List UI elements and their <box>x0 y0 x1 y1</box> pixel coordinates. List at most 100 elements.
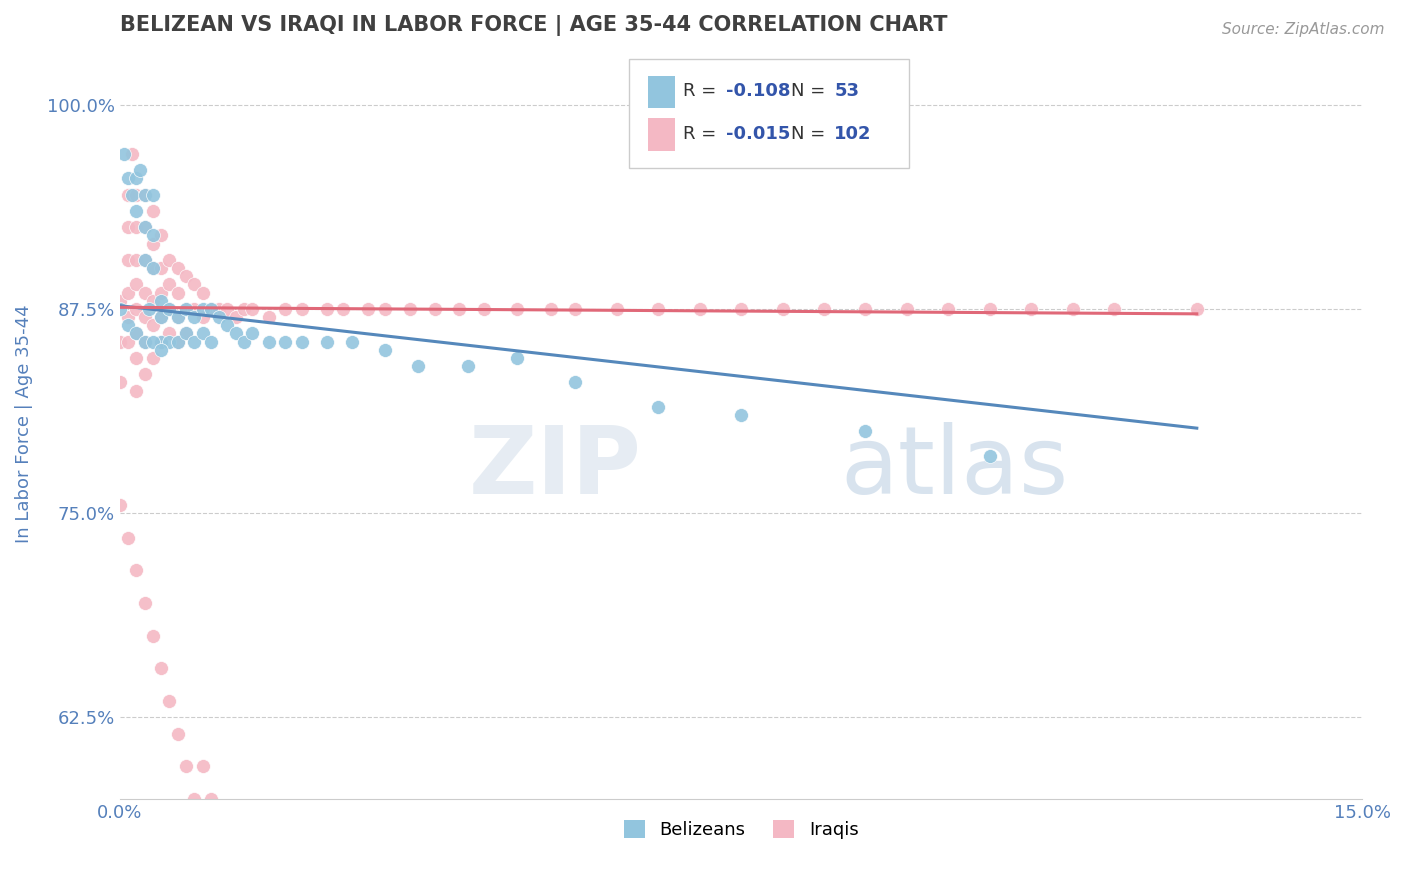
Text: -0.015: -0.015 <box>727 125 790 143</box>
FancyBboxPatch shape <box>630 59 908 168</box>
Point <box>647 400 669 414</box>
Point <box>315 301 337 316</box>
Point <box>159 301 181 316</box>
Point <box>159 334 181 349</box>
Point <box>606 301 628 316</box>
Point <box>125 171 148 186</box>
Point <box>406 359 429 373</box>
Point <box>142 204 165 219</box>
Point <box>134 220 156 235</box>
Point <box>233 301 256 316</box>
Point <box>813 301 835 316</box>
Point <box>730 408 752 422</box>
Point <box>159 694 181 708</box>
Point <box>117 171 139 186</box>
Point <box>200 334 222 349</box>
Point <box>159 252 181 267</box>
Text: N =: N = <box>790 125 831 143</box>
Point <box>208 301 231 316</box>
Point <box>134 596 156 610</box>
Point <box>540 301 562 316</box>
Point <box>134 187 156 202</box>
Point <box>142 351 165 365</box>
Point <box>117 531 139 545</box>
Point <box>979 449 1001 463</box>
Point <box>125 384 148 398</box>
Point <box>134 334 156 349</box>
Point <box>166 334 188 349</box>
Point <box>121 187 143 202</box>
Text: N =: N = <box>790 82 831 100</box>
Point <box>564 376 586 390</box>
Point <box>134 252 156 267</box>
Point <box>855 425 877 439</box>
Legend: Belizeans, Iraqis: Belizeans, Iraqis <box>616 813 866 847</box>
Point <box>647 301 669 316</box>
Point <box>472 301 495 316</box>
Point <box>121 146 143 161</box>
Point <box>166 310 188 325</box>
Point <box>896 301 918 316</box>
Point <box>150 334 173 349</box>
Point <box>112 146 135 161</box>
Point <box>159 277 181 292</box>
Point <box>134 285 156 300</box>
Point <box>125 252 148 267</box>
Point <box>208 824 231 838</box>
Point <box>108 376 131 390</box>
Point <box>142 628 165 642</box>
Point <box>233 334 256 349</box>
Point <box>183 310 205 325</box>
Point <box>191 310 214 325</box>
Point <box>772 301 794 316</box>
Point <box>142 236 165 251</box>
Point <box>174 326 197 341</box>
Y-axis label: In Labor Force | Age 35-44: In Labor Force | Age 35-44 <box>15 304 32 542</box>
Point <box>374 301 396 316</box>
Point <box>225 326 247 341</box>
Text: Source: ZipAtlas.com: Source: ZipAtlas.com <box>1222 22 1385 37</box>
Point <box>200 301 222 316</box>
Point <box>191 759 214 773</box>
Point <box>142 261 165 276</box>
Point <box>200 792 222 806</box>
Point <box>174 269 197 284</box>
Point <box>108 301 131 316</box>
Point <box>134 334 156 349</box>
FancyBboxPatch shape <box>648 76 675 108</box>
Point <box>257 310 280 325</box>
Point <box>108 293 131 308</box>
Text: BELIZEAN VS IRAQI IN LABOR FORCE | AGE 35-44 CORRELATION CHART: BELIZEAN VS IRAQI IN LABOR FORCE | AGE 3… <box>120 15 948 36</box>
Point <box>274 334 297 349</box>
Point <box>225 310 247 325</box>
Point <box>217 318 239 333</box>
Point <box>564 301 586 316</box>
Point <box>274 301 297 316</box>
Point <box>125 326 148 341</box>
Point <box>134 368 156 382</box>
Point <box>183 301 205 316</box>
Point <box>208 310 231 325</box>
Point <box>374 343 396 357</box>
Point <box>257 334 280 349</box>
Point <box>150 310 173 325</box>
Point <box>117 285 139 300</box>
Point <box>117 187 139 202</box>
Point <box>191 285 214 300</box>
Text: atlas: atlas <box>841 422 1069 515</box>
Point <box>159 326 181 341</box>
Point <box>398 301 420 316</box>
Point <box>174 301 197 316</box>
Point <box>183 792 205 806</box>
Point <box>240 326 263 341</box>
Text: ZIP: ZIP <box>468 422 641 515</box>
Point <box>166 726 188 740</box>
Point <box>1019 301 1042 316</box>
Point <box>1185 301 1208 316</box>
Point <box>134 220 156 235</box>
Point <box>166 310 188 325</box>
Point <box>138 301 160 316</box>
Point <box>174 759 197 773</box>
Point <box>117 252 139 267</box>
Point <box>125 301 148 316</box>
